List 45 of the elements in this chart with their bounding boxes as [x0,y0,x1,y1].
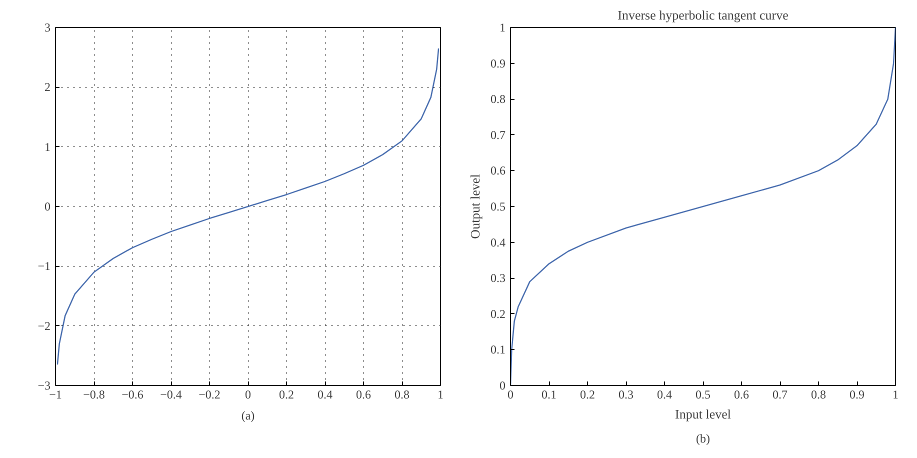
y-tick-label: 0.8 [490,92,506,106]
x-tick-label: −0.2 [198,388,220,402]
x-tick-label: 0.3 [618,388,634,402]
y-tick-label: 0 [500,378,506,392]
y-tick-label: 0.5 [490,200,506,214]
line-series [510,28,896,386]
y-tick-label: 0.9 [490,56,506,70]
x-tick-label: 0 [245,388,251,402]
text: (a) [241,408,255,422]
y-tick-label: 1 [500,20,506,34]
y-tick-label: 3 [44,20,50,34]
x-tick-label: 0.7 [772,388,788,402]
x-tick-label: 0.5 [696,388,710,402]
x-axis-title: Input level [675,406,732,422]
x-tick-label: 0.8 [394,388,410,402]
x-tick-label: 0.8 [811,388,826,402]
y-tick-label: 0.4 [490,235,506,250]
x-tick-label: 1 [892,388,898,402]
y-tick-label: 0.6 [490,164,506,178]
x-tick-label: 0.4 [657,388,672,402]
y-axis-title: Output level [468,174,482,239]
x-tick-label: −0.8 [83,388,105,402]
x-tick-label: −0.6 [122,388,144,402]
y-tick-label: 0.2 [490,306,506,321]
y-tick-label: 0.1 [490,342,506,357]
y-tick-label: 0.7 [490,128,506,142]
text: (b) [696,432,710,446]
chart-title: Inverse hyperbolic tangent curve [618,8,789,22]
line-series [56,48,440,366]
x-tick-label: −0.4 [160,388,182,402]
y-tick-label: 1 [44,140,50,154]
x-tick-label: 0.4 [318,388,332,402]
x-tick-label: 0.2 [580,388,595,402]
x-tick-label: 0.9 [850,388,864,402]
x-tick-label: 0.6 [734,388,749,402]
y-tick-label: −3 [38,378,51,392]
y-tick-label: 2 [44,80,50,94]
y-tick-label: 0 [44,200,50,214]
y-tick-label: −1 [38,259,51,274]
y-tick-label: 0.3 [490,271,506,286]
x-tick-label: 0.6 [356,388,371,402]
x-tick-label: 0.1 [542,388,556,402]
y-tick-label: −2 [38,318,51,333]
x-tick-label: 0.2 [279,388,294,402]
x-tick-label: 1 [438,388,444,402]
